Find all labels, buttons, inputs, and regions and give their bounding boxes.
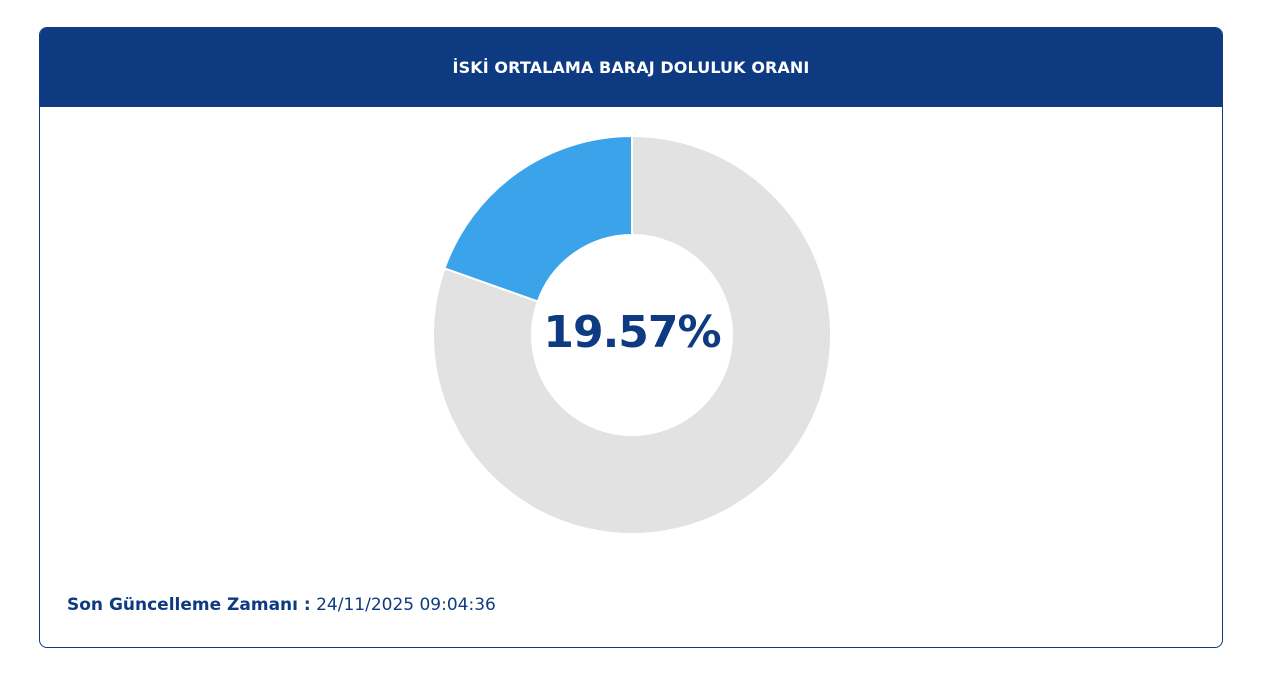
donut-chart-area: 19.57% [40,107,1222,567]
card-title: İSKİ ORTALAMA BARAJ DOLULUK ORANI [40,28,1222,107]
last-update: Son Güncelleme Zamanı : 24/11/2025 09:04… [67,595,496,615]
center-percentage-label: 19.57% [543,307,721,358]
last-update-value: 24/11/2025 09:04:36 [316,595,496,615]
donut-chart [432,134,832,535]
donut-slice-filled [443,134,633,303]
dam-occupancy-card: İSKİ ORTALAMA BARAJ DOLULUK ORANI 19.57%… [39,27,1223,648]
donut-slice-empty [432,134,832,535]
last-update-label: Son Güncelleme Zamanı : [67,595,311,615]
